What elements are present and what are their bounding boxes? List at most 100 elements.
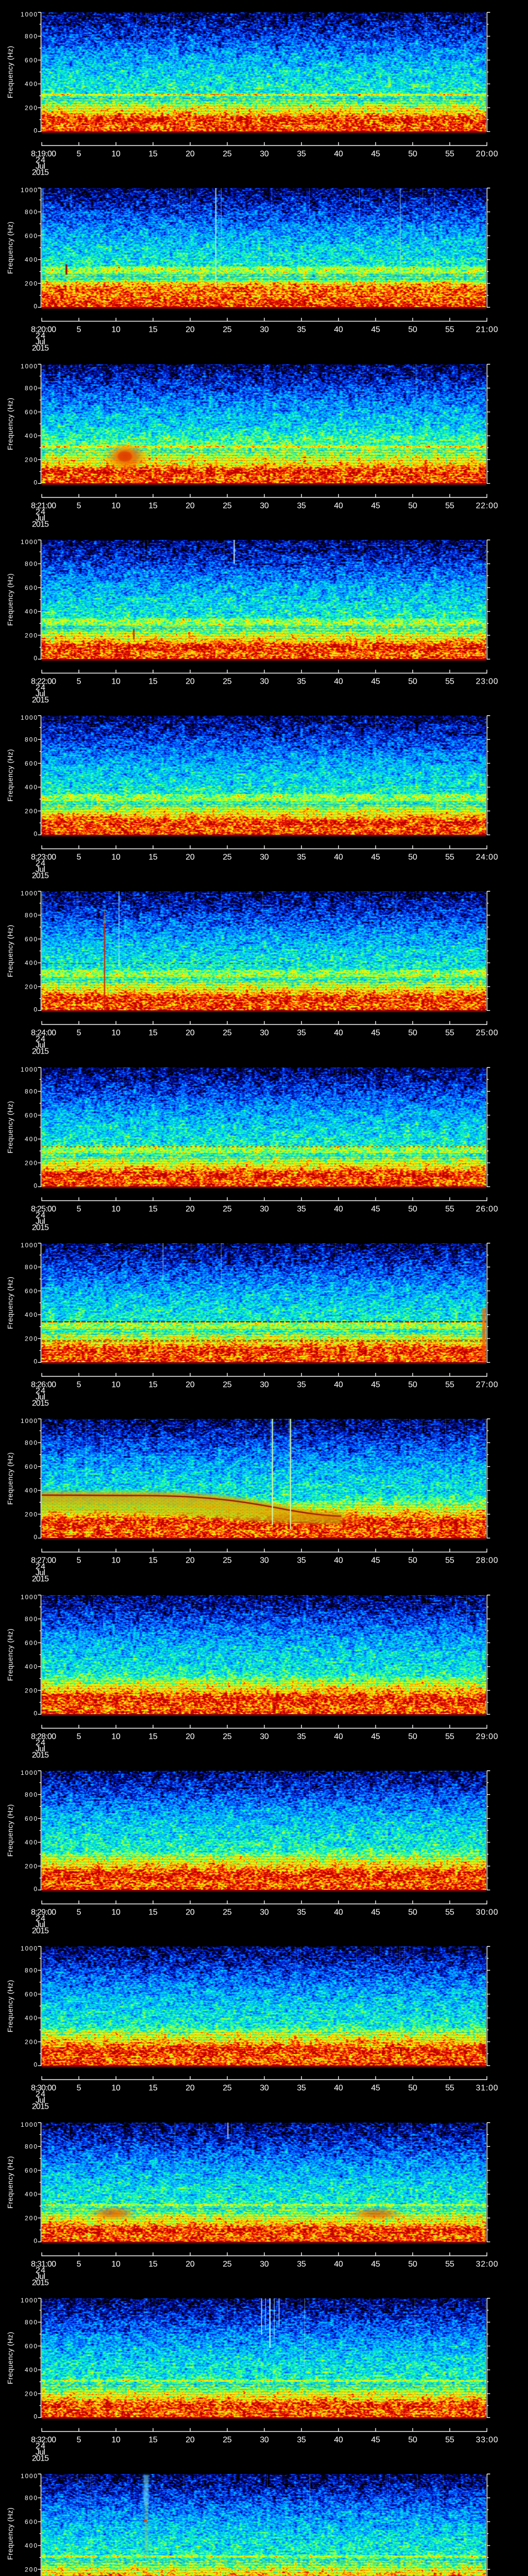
- svg-text:Jul: Jul: [36, 1393, 45, 1402]
- svg-text:Jul: Jul: [36, 162, 45, 171]
- svg-text:55: 55: [446, 1732, 455, 1741]
- svg-text:10: 10: [111, 325, 121, 334]
- svg-text:50: 50: [408, 853, 418, 861]
- svg-text:24: 24: [36, 1211, 45, 1220]
- svg-text:10: 10: [111, 501, 121, 510]
- svg-text:10: 10: [111, 677, 121, 686]
- svg-text:15: 15: [148, 149, 158, 158]
- svg-text:30: 30: [260, 2435, 269, 2444]
- svg-text:600: 600: [25, 2343, 37, 2350]
- svg-text:Frequency (Hz): Frequency (Hz): [6, 46, 14, 98]
- svg-text:10: 10: [111, 1205, 121, 1213]
- svg-text:40: 40: [334, 853, 343, 861]
- svg-text:45: 45: [371, 677, 381, 686]
- svg-text:55: 55: [446, 853, 455, 861]
- svg-text:50: 50: [408, 1732, 418, 1741]
- svg-text:800: 800: [25, 385, 37, 392]
- svg-text:30: 30: [260, 853, 269, 861]
- svg-text:30: 30: [260, 1205, 269, 1213]
- svg-text:1000: 1000: [21, 1594, 37, 1601]
- svg-text:40: 40: [334, 2260, 343, 2268]
- svg-text:24: 24: [36, 2266, 45, 2275]
- svg-text:8:30:00: 8:30:00: [31, 2083, 56, 2092]
- svg-text:30: 30: [260, 2260, 269, 2268]
- svg-text:800: 800: [25, 1616, 37, 1623]
- svg-text:15: 15: [148, 1028, 158, 1037]
- svg-text:30: 30: [260, 1028, 269, 1037]
- svg-text:20: 20: [186, 853, 195, 861]
- svg-text:25: 25: [223, 853, 232, 861]
- svg-text:5: 5: [76, 325, 81, 334]
- svg-text:200: 200: [25, 2390, 37, 2397]
- svg-text:1000: 1000: [21, 2121, 37, 2128]
- svg-text:400: 400: [25, 2366, 37, 2374]
- svg-text:33:00: 33:00: [476, 2435, 498, 2444]
- svg-text:1000: 1000: [21, 11, 37, 18]
- svg-text:23:00: 23:00: [476, 677, 498, 686]
- svg-text:800: 800: [25, 912, 37, 919]
- svg-text:20: 20: [186, 1380, 195, 1389]
- svg-text:5: 5: [76, 2260, 81, 2268]
- svg-text:55: 55: [446, 677, 455, 686]
- svg-text:800: 800: [25, 2143, 37, 2150]
- svg-text:25: 25: [223, 2260, 232, 2268]
- svg-text:40: 40: [334, 1205, 343, 1213]
- svg-text:8:32:00: 8:32:00: [31, 2435, 56, 2444]
- svg-text:400: 400: [25, 2014, 37, 2022]
- svg-text:0: 0: [34, 1006, 37, 1013]
- svg-text:Frequency (Hz): Frequency (Hz): [6, 2156, 14, 2209]
- svg-text:400: 400: [25, 256, 37, 263]
- svg-text:10: 10: [111, 2260, 121, 2268]
- svg-text:Jul: Jul: [36, 2448, 45, 2457]
- svg-text:8:28:00: 8:28:00: [31, 1732, 56, 1741]
- svg-text:2015: 2015: [32, 520, 49, 529]
- svg-text:800: 800: [25, 33, 37, 40]
- svg-text:1000: 1000: [21, 187, 37, 194]
- svg-text:24: 24: [36, 1563, 45, 1571]
- svg-text:600: 600: [25, 936, 37, 943]
- svg-text:8:31:00: 8:31:00: [31, 2260, 56, 2268]
- svg-text:2015: 2015: [32, 1751, 49, 1760]
- svg-text:8:25:00: 8:25:00: [31, 1205, 56, 1213]
- svg-text:200: 200: [25, 104, 37, 111]
- svg-text:24: 24: [36, 156, 45, 165]
- svg-text:400: 400: [25, 80, 37, 88]
- svg-text:45: 45: [371, 2260, 381, 2268]
- svg-text:0: 0: [34, 479, 37, 486]
- svg-text:800: 800: [25, 2495, 37, 2502]
- svg-text:50: 50: [408, 1556, 418, 1565]
- svg-text:55: 55: [446, 2435, 455, 2444]
- svg-text:55: 55: [446, 1908, 455, 1917]
- svg-text:8:27:00: 8:27:00: [31, 1556, 56, 1565]
- svg-text:15: 15: [148, 677, 158, 686]
- svg-text:0: 0: [34, 1886, 37, 1893]
- svg-text:25: 25: [223, 1556, 232, 1565]
- svg-text:Frequency (Hz): Frequency (Hz): [6, 573, 14, 626]
- svg-text:800: 800: [25, 561, 37, 568]
- svg-text:24: 24: [36, 859, 45, 868]
- svg-text:45: 45: [371, 2083, 381, 2092]
- svg-text:0: 0: [34, 1534, 37, 1541]
- svg-text:5: 5: [76, 2435, 81, 2444]
- svg-text:15: 15: [148, 2083, 158, 2092]
- svg-text:24: 24: [36, 332, 45, 341]
- svg-text:Frequency (Hz): Frequency (Hz): [6, 925, 14, 977]
- svg-text:200: 200: [25, 2566, 37, 2573]
- svg-text:400: 400: [25, 959, 37, 967]
- svg-text:20: 20: [186, 1908, 195, 1917]
- svg-text:800: 800: [25, 1967, 37, 1974]
- svg-text:2015: 2015: [32, 1575, 49, 1584]
- svg-text:0: 0: [34, 831, 37, 838]
- svg-text:45: 45: [371, 501, 381, 510]
- svg-text:15: 15: [148, 1556, 158, 1565]
- svg-text:40: 40: [334, 1380, 343, 1389]
- svg-text:1000: 1000: [21, 1945, 37, 1952]
- svg-text:600: 600: [25, 1639, 37, 1647]
- svg-text:50: 50: [408, 2083, 418, 2092]
- svg-text:2015: 2015: [32, 872, 49, 880]
- svg-text:200: 200: [25, 632, 37, 639]
- svg-text:55: 55: [446, 2083, 455, 2092]
- svg-text:20: 20: [186, 1556, 195, 1565]
- svg-text:20: 20: [186, 2260, 195, 2268]
- svg-text:25: 25: [223, 325, 232, 334]
